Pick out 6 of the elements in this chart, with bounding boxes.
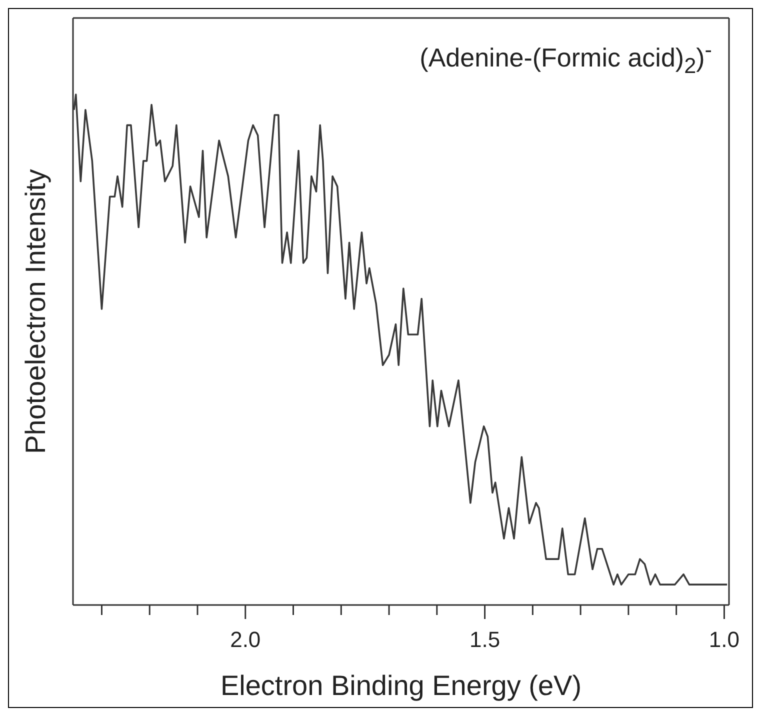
x-tick-label: 1.5 <box>470 627 500 652</box>
chart-title: (Adenine-(Formic acid)$_{2}$)$^{-}$ <box>420 37 712 79</box>
y-axis-title: Photoelectron Intensity <box>20 169 51 454</box>
x-tick-label: 2.0 <box>230 627 261 652</box>
x-tick-label: 1.0 <box>708 627 740 652</box>
x-axis-title: Electron Binding Energy (eV) <box>220 670 582 701</box>
